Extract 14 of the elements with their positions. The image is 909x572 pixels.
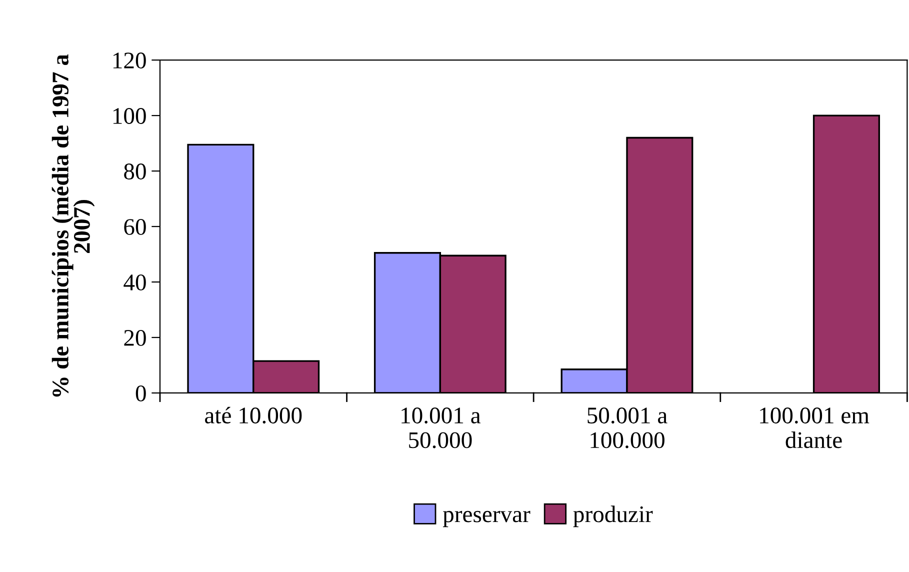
- y-tick-label: 120: [113, 52, 146, 68]
- x-tick-label: 50.001 a 100.000: [588, 408, 668, 448]
- legend-label: preservar: [442, 510, 530, 528]
- y-tick-label: 80: [124, 164, 146, 180]
- y-tick-label: 40: [124, 274, 146, 290]
- y-tick-label: 60: [124, 219, 146, 235]
- y-tick-label: 100: [113, 108, 146, 124]
- y-tick-label: 20: [124, 330, 146, 346]
- x-tick-label: 10.001 a 50.000: [402, 408, 481, 448]
- y-axis-title: % de municípios (média de 1997 a 2007): [52, 54, 95, 397]
- x-tick-label: 100.001 em diante: [760, 408, 870, 448]
- legend-label: produzir: [573, 506, 653, 528]
- y-tick-label: 0: [136, 385, 146, 402]
- x-tick-label: até 10.000: [205, 406, 302, 424]
